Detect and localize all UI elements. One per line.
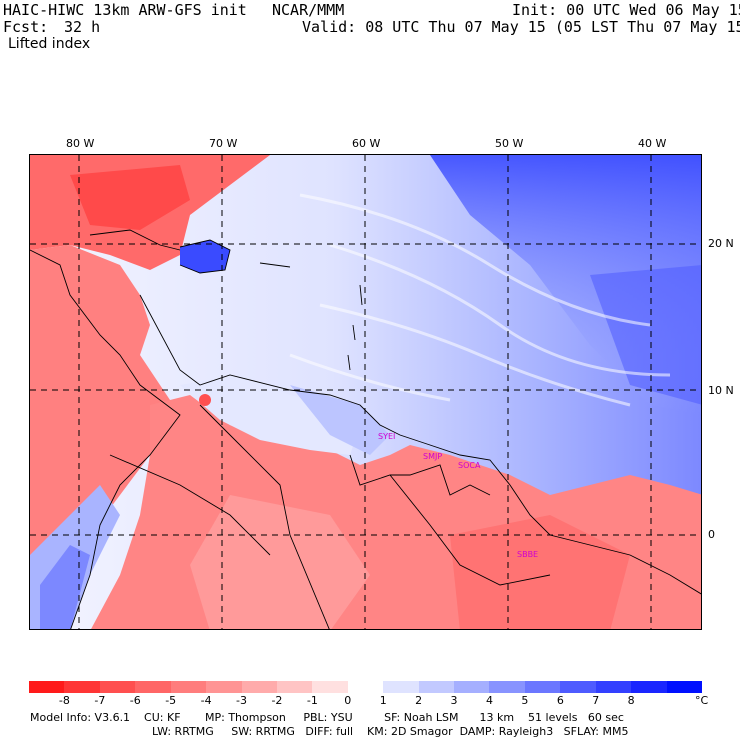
lon-label: 80 W (66, 137, 95, 150)
lifted-index-map (29, 154, 702, 630)
colorbar-swatch (135, 681, 172, 693)
colorbar-tick: -3 (236, 694, 247, 707)
lat-label: 20 N (708, 237, 734, 250)
colorbar-swatch (666, 681, 703, 693)
map-canvas (30, 155, 701, 629)
colorbar-tick: -2 (271, 694, 283, 707)
colorbar (29, 681, 703, 693)
field-name: Lifted index (8, 36, 91, 52)
forecast-label: Fcst: (3, 18, 49, 36)
colorbar-tick: 7 (592, 694, 600, 707)
colorbar-tick: 6 (556, 694, 564, 707)
lon-label: 70 W (209, 137, 238, 150)
colorbar-swatch (170, 681, 207, 693)
colorbar-swatch (418, 681, 455, 693)
valid-time: Valid: 08 UTC Thu 07 May 15 (05 LST Thu … (302, 18, 740, 36)
colorbar-tick: 3 (450, 694, 458, 707)
forecast-hour: 32 h (64, 18, 101, 36)
colorbar-tick: 4 (485, 694, 493, 707)
colorbar-swatch (524, 681, 561, 693)
org-label: NCAR/MMM (272, 1, 345, 19)
lat-label: 10 N (708, 384, 734, 397)
colorbar-swatch (312, 681, 349, 693)
colorbar-tick: 8 (627, 694, 635, 707)
colorbar-swatch (489, 681, 526, 693)
colorbar-swatch (29, 681, 65, 693)
colorbar-swatch (206, 681, 242, 693)
model-title: HAIC-HIWC 13km ARW-GFS init (3, 1, 247, 19)
colorbar-swatch (276, 681, 313, 693)
colorbar-swatch (560, 681, 597, 693)
colorbar-swatch (454, 681, 490, 693)
colorbar-tick: 1 (379, 694, 387, 707)
model-info-line1: Model Info: V3.6.1 CU: KF MP: Thompson P… (30, 711, 624, 724)
colorbar-tick: -4 (200, 694, 212, 707)
station-label: SYEI (378, 432, 396, 441)
colorbar-swatch (241, 681, 278, 693)
station-label: SMJP (423, 452, 443, 461)
colorbar-tick: 2 (415, 694, 423, 707)
colorbar-tick: -7 (94, 694, 106, 707)
colorbar-swatch (99, 681, 136, 693)
station-label: SBBE (517, 550, 539, 559)
colorbar-tick: -6 (129, 694, 141, 707)
colorbar-tick: -1 (306, 694, 318, 707)
colorbar-swatch (383, 681, 420, 693)
colorbar-swatch (64, 681, 101, 693)
colorbar-swatch (347, 681, 384, 693)
init-time: Init: 00 UTC Wed 06 May 15 (512, 1, 740, 19)
lon-label: 40 W (638, 137, 667, 150)
colorbar-swatch (631, 681, 668, 693)
colorbar-tick: -5 (165, 694, 177, 707)
colorbar-tick: 0 (344, 694, 352, 707)
lon-label: 50 W (495, 137, 524, 150)
station-label: SOCA (458, 461, 481, 470)
colorbar-tick: 5 (521, 694, 529, 707)
colorbar-swatch (595, 681, 632, 693)
lon-label: 60 W (352, 137, 381, 150)
model-info-line2: LW: RRTMG SW: RRTMG DIFF: full KM: 2D Sm… (152, 725, 629, 738)
colorbar-unit: °C (695, 694, 709, 707)
colorbar-tick: -8 (58, 694, 70, 707)
lat-label: 0 (708, 528, 715, 541)
